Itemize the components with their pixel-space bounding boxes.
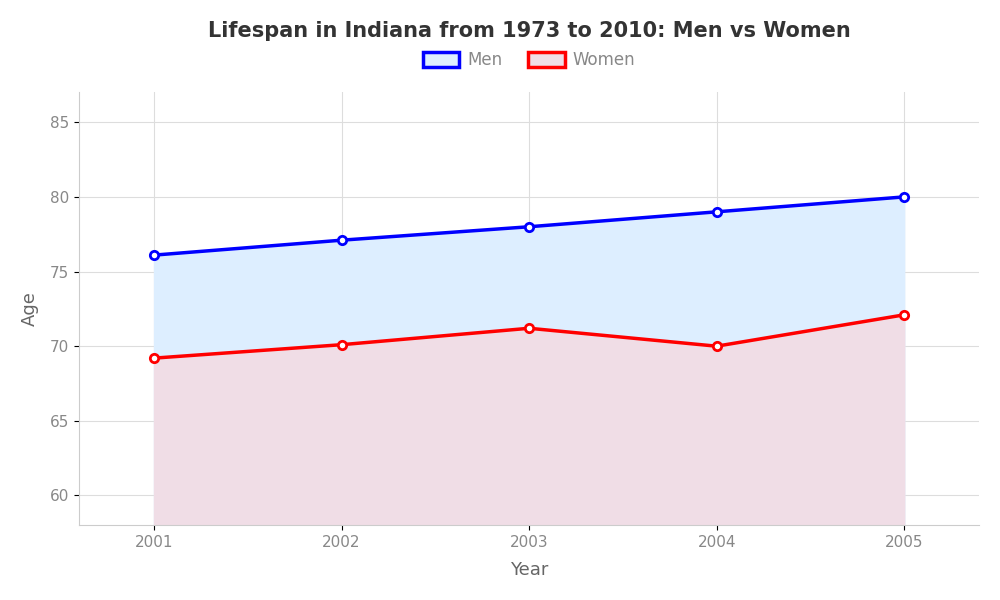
- X-axis label: Year: Year: [510, 561, 548, 579]
- Title: Lifespan in Indiana from 1973 to 2010: Men vs Women: Lifespan in Indiana from 1973 to 2010: M…: [208, 21, 850, 41]
- Y-axis label: Age: Age: [21, 292, 39, 326]
- Legend: Men, Women: Men, Women: [416, 44, 642, 76]
